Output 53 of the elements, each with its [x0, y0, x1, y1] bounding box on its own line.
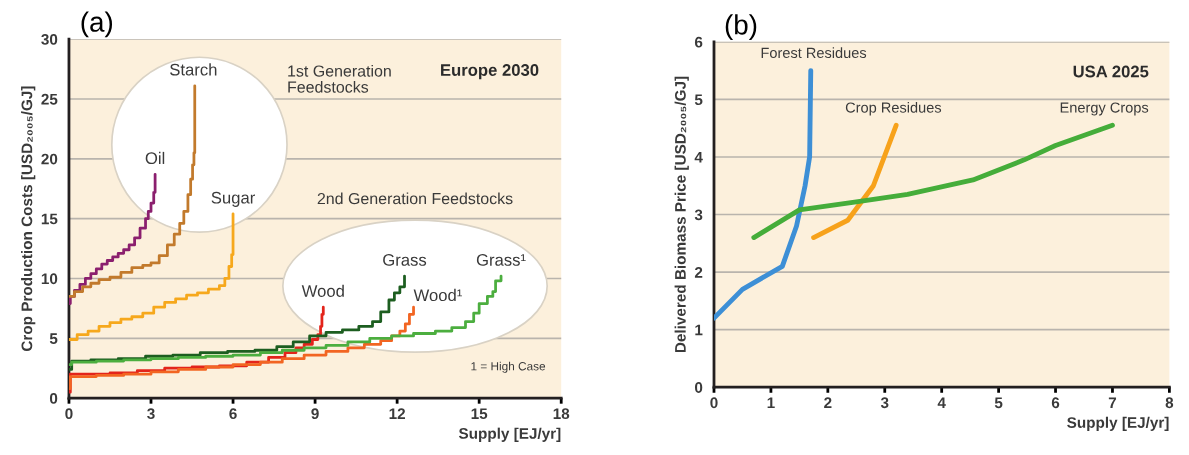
y-tick-label: 6 — [694, 36, 703, 48]
y-tick-label: 4 — [694, 152, 703, 163]
y-tick-label: 25 — [41, 93, 58, 105]
y-tick-label: 1 — [695, 324, 703, 336]
y-axis-title: Delivered Biomass Price [USD₂₀₀₅/GJ] — [674, 76, 689, 353]
x-tick-label: 5 — [994, 397, 1003, 409]
y-tick-label: 5 — [694, 94, 703, 106]
y-tick-label: 0 — [694, 382, 703, 393]
x-tick-label: 12 — [389, 408, 406, 419]
y-axis-title: Crop Production Costs [USD₂₀₀₅/GJ] — [21, 86, 36, 352]
x-tick-label: 2 — [824, 397, 832, 408]
x-tick-label: 8 — [1165, 397, 1174, 409]
x-tick-label: 3 — [147, 408, 155, 420]
series-label: Crop Residues — [845, 102, 942, 116]
text: Europe 2030 — [441, 64, 539, 80]
chart-title: (a) — [81, 11, 113, 38]
y-tick-label: 15 — [41, 213, 58, 225]
series-label: Forest Residues — [761, 47, 867, 59]
x-axis-title: Supply [EJ/yr] — [1067, 416, 1169, 431]
series-label: Oil — [145, 151, 165, 165]
annotation: 1st Generation Feedstocks — [288, 64, 391, 93]
series-label: Starch — [170, 63, 217, 76]
x-tick-label: 6 — [1051, 397, 1060, 409]
x-tick-label: 3 — [880, 397, 889, 409]
y-tick-label: 2 — [694, 266, 703, 278]
x-tick-label: 7 — [1108, 397, 1117, 408]
series-label: Energy Crops — [1060, 102, 1149, 116]
line-series — [713, 68, 814, 321]
x-tick-label: 4 — [937, 397, 946, 408]
annotation: 2nd Generation Feedstocks — [317, 192, 513, 205]
line-series — [811, 122, 899, 240]
x-tick-label: 18 — [553, 408, 570, 420]
line-series — [751, 122, 1115, 240]
x-tick-label: 15 — [471, 408, 488, 420]
series-label: Grass — [383, 254, 427, 266]
series-label: Sugar — [211, 191, 256, 207]
y-tick-label: 20 — [41, 153, 58, 165]
series-label: Wood¹ — [413, 288, 462, 302]
x-tick-label: 0 — [65, 408, 73, 420]
y-tick-label: 3 — [694, 209, 703, 221]
text: USA 2025 — [1073, 65, 1149, 78]
chart-title: (b) — [725, 14, 757, 41]
x-axis-title: Supply [EJ/yr] — [458, 427, 561, 442]
x-tick-label: 9 — [311, 408, 319, 420]
annotation: 1 = High Case — [471, 361, 546, 373]
x-tick-label: 1 — [767, 397, 775, 408]
series-label: Grass¹ — [476, 254, 526, 266]
x-tick-label: 0 — [710, 397, 718, 409]
y-tick-label: 30 — [41, 34, 58, 45]
y-tick-label: 5 — [49, 333, 58, 344]
y-tick-label: 10 — [41, 273, 58, 285]
series-label: Wood — [301, 284, 344, 297]
x-tick-label: 6 — [229, 408, 237, 420]
